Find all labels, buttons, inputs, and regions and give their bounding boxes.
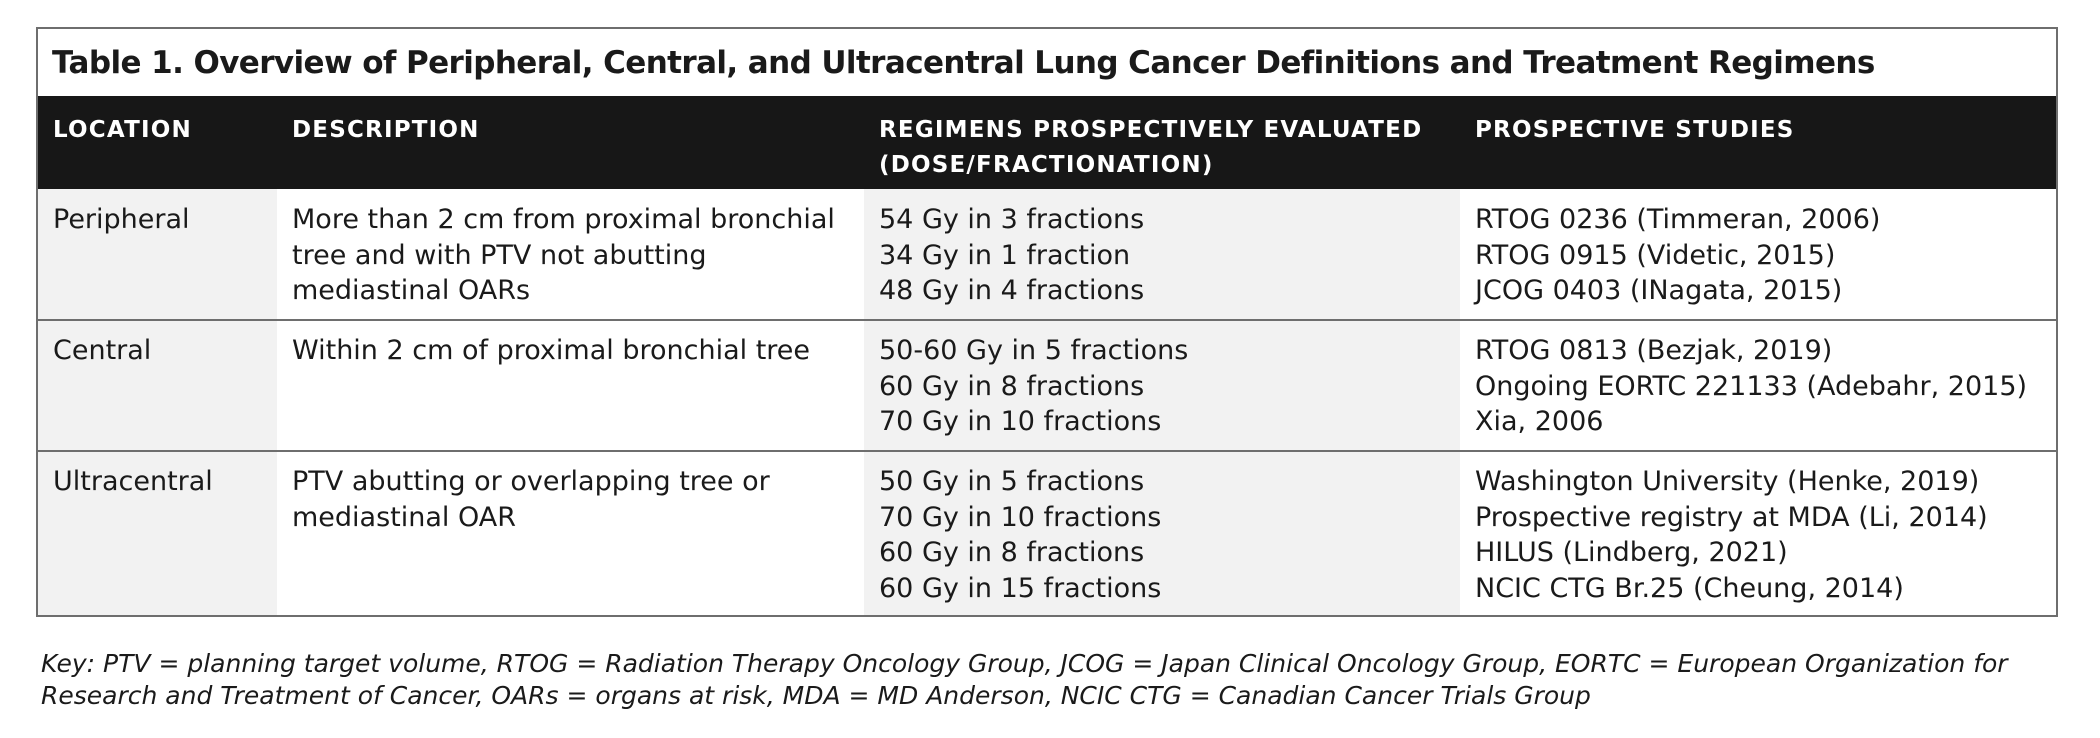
- regimens-column-shade: [864, 189, 1460, 615]
- row-divider-2: [38, 450, 2056, 452]
- row-central-regimens: 50-60 Gy in 5 fractions 60 Gy in 8 fract…: [879, 335, 1189, 437]
- row-peripheral-location: Peripheral: [53, 204, 190, 235]
- table-title: Table 1. Overview of Peripheral, Central…: [52, 45, 1875, 81]
- header-regimens: REGIMENS PROSPECTIVELY EVALUATED (DOSE/F…: [879, 117, 1423, 178]
- row-peripheral-studies: RTOG 0236 (Timmeran, 2006) RTOG 0915 (Vi…: [1475, 204, 1881, 306]
- row-divider-1: [38, 319, 2056, 321]
- row-peripheral-description: More than 2 cm from proximal bronchial t…: [292, 204, 835, 306]
- row-central-location: Central: [53, 335, 152, 366]
- row-peripheral-regimens: 54 Gy in 3 fractions 34 Gy in 1 fraction…: [879, 204, 1145, 306]
- table-header-row: LOCATION DESCRIPTION REGIMENS PROSPECTIV…: [38, 96, 2056, 189]
- row-ultracentral-regimens: 50 Gy in 5 fractions 70 Gy in 10 fractio…: [879, 466, 1162, 604]
- header-location: LOCATION: [53, 117, 192, 143]
- row-ultracentral-description: PTV abutting or overlapping tree or medi…: [292, 466, 770, 533]
- header-description: DESCRIPTION: [292, 117, 480, 143]
- row-central-studies: RTOG 0813 (Bezjak, 2019) Ongoing EORTC 2…: [1475, 335, 2028, 437]
- location-column-shade: [38, 189, 277, 615]
- row-central-description: Within 2 cm of proximal bronchial tree: [292, 335, 811, 366]
- row-ultracentral-studies: Washington University (Henke, 2019) Pros…: [1475, 466, 1988, 604]
- header-studies: PROSPECTIVE STUDIES: [1475, 117, 1795, 143]
- table-key-footnote: Key: PTV = planning target volume, RTOG …: [41, 649, 2008, 710]
- row-ultracentral-location: Ultracentral: [53, 466, 213, 497]
- lung-cancer-table: Table 1. Overview of Peripheral, Central…: [36, 27, 2058, 617]
